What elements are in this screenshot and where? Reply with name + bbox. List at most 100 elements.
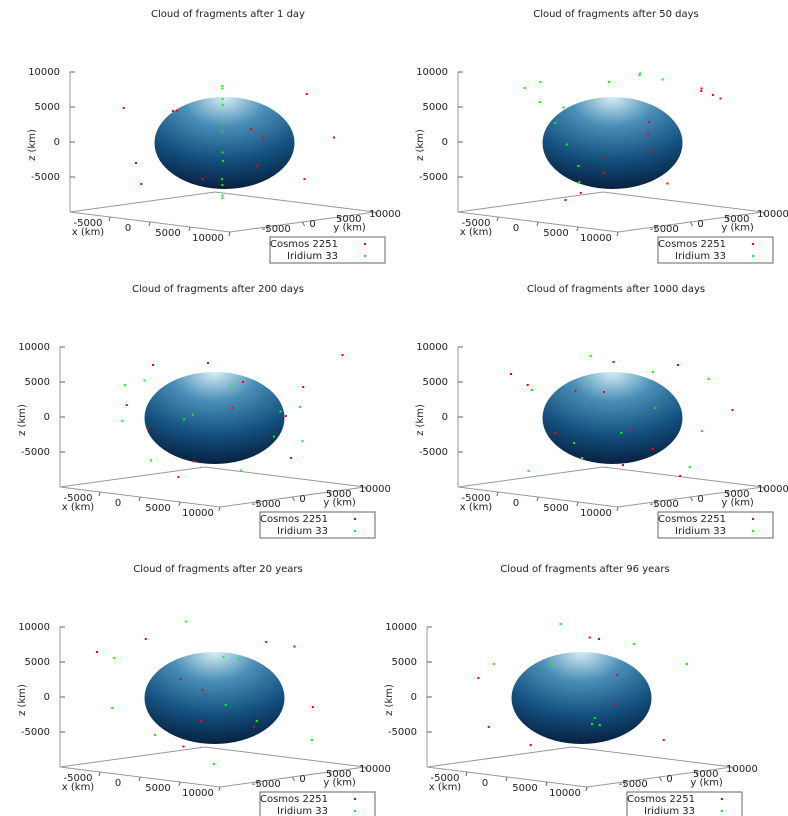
x-axis-label: x (km) — [429, 782, 462, 793]
fragment-point — [179, 678, 182, 680]
y-tick — [690, 221, 693, 227]
fragment-point — [341, 354, 344, 356]
fragment-point — [273, 435, 276, 438]
fragment-point — [551, 664, 554, 666]
legend-label: Iridium 33 — [287, 251, 338, 262]
z-tick-label: 10000 — [18, 622, 50, 633]
fragment-point — [231, 407, 234, 409]
z-tick-label: 5000 — [423, 102, 448, 113]
y-tick — [653, 501, 657, 507]
y-tick — [374, 211, 378, 217]
x-tick — [218, 786, 221, 792]
z-tick-label: 10000 — [18, 342, 50, 353]
chart-title: Cloud of fragments after 96 years — [500, 564, 669, 575]
fragment-point — [221, 184, 224, 187]
x-tick — [505, 776, 508, 782]
fragment-point — [622, 464, 624, 466]
y-tick — [292, 496, 295, 502]
y-tick — [653, 226, 657, 232]
y-tick-label: -5000 — [650, 499, 679, 510]
fragment-point — [701, 430, 703, 432]
earth — [144, 372, 285, 464]
panel: Cloud of fragments after 1000 days -5000 0… — [415, 284, 788, 539]
fragment-point — [299, 405, 302, 408]
y-axis-label: y (km) — [323, 778, 356, 789]
fragment-point — [185, 620, 188, 623]
fragment-point — [193, 460, 196, 463]
fragment-point — [113, 657, 116, 659]
chart-title: Cloud of fragments after 50 days — [533, 9, 699, 20]
fragment-point — [711, 94, 714, 96]
x-tick — [108, 216, 111, 222]
legend-label: Cosmos 2251 — [658, 514, 726, 525]
fragment-point — [565, 143, 568, 146]
fragment-point — [700, 90, 703, 92]
fragment-point — [201, 689, 204, 691]
x-tick — [178, 781, 181, 787]
fragment-point — [152, 364, 154, 366]
fragment-point — [221, 97, 224, 100]
y-axis-label: y (km) — [721, 223, 754, 234]
fragment-point — [221, 130, 224, 133]
z-axis-label: z (km) — [17, 404, 28, 436]
legend-box — [657, 511, 774, 539]
y-tick-label: 10000 — [359, 764, 391, 775]
x-tick — [536, 221, 539, 227]
x-tick — [496, 216, 499, 222]
z-tick-label: 10000 — [416, 67, 448, 78]
fragment-point — [700, 87, 703, 90]
fragment-point — [311, 739, 313, 741]
fragment-point — [588, 636, 591, 639]
x-tick — [148, 221, 151, 227]
panel: Cloud of fragments after 50 days -5000 0 50… — [415, 9, 788, 264]
legend-label: Iridium 33 — [644, 806, 695, 816]
fragment-point — [666, 182, 669, 185]
legend-swatch — [752, 255, 754, 257]
fragment-point — [221, 197, 224, 199]
fragment-point — [199, 720, 202, 722]
y-tick — [292, 776, 295, 782]
z-axis-label: z (km) — [415, 129, 426, 161]
z-tick-label: -5000 — [21, 447, 50, 458]
fragment-point — [221, 122, 224, 125]
z-axis-label: z (km) — [27, 129, 38, 161]
earth — [542, 97, 683, 189]
x-tick — [228, 231, 231, 237]
fragment-point — [143, 379, 146, 382]
legend-label: Cosmos 2251 — [270, 239, 338, 250]
fragment-point — [111, 707, 114, 709]
z-axis-label: z (km) — [384, 684, 395, 716]
y-tick-label: 0 — [666, 774, 672, 785]
fragment-point — [333, 136, 335, 139]
fragment-point — [265, 641, 268, 643]
z-tick-label: 10000 — [416, 342, 448, 353]
fragment-point — [598, 638, 600, 640]
legend-swatch — [752, 518, 754, 520]
x-axis-label: x (km) — [62, 502, 95, 513]
z-tick-label: 0 — [44, 692, 50, 703]
legend-box — [259, 511, 376, 539]
fragment-point — [616, 674, 619, 676]
z-tick-label: 0 — [411, 692, 417, 703]
fragment-point — [239, 469, 242, 472]
x-tick — [616, 506, 619, 512]
fragment-point — [531, 389, 533, 391]
x-tick-label: 0 — [513, 498, 519, 509]
fragment-point — [135, 162, 137, 164]
fragment-point — [238, 658, 241, 660]
z-tick-label: 10000 — [28, 67, 60, 78]
fragment-point — [662, 739, 665, 741]
x-tick — [616, 231, 619, 237]
fragment-point — [221, 85, 224, 87]
x-tick — [138, 496, 141, 502]
fragment-point — [562, 106, 565, 109]
fragment-point — [631, 427, 634, 429]
x-tick-label: 0 — [115, 778, 121, 789]
panel: Cloud of fragments after 1 day -5000 0 5000… — [27, 9, 401, 264]
fragment-point — [231, 383, 234, 386]
fragment-point — [96, 651, 98, 653]
fragment-point — [253, 726, 255, 728]
fragment-point — [523, 87, 526, 89]
earth — [144, 652, 285, 744]
